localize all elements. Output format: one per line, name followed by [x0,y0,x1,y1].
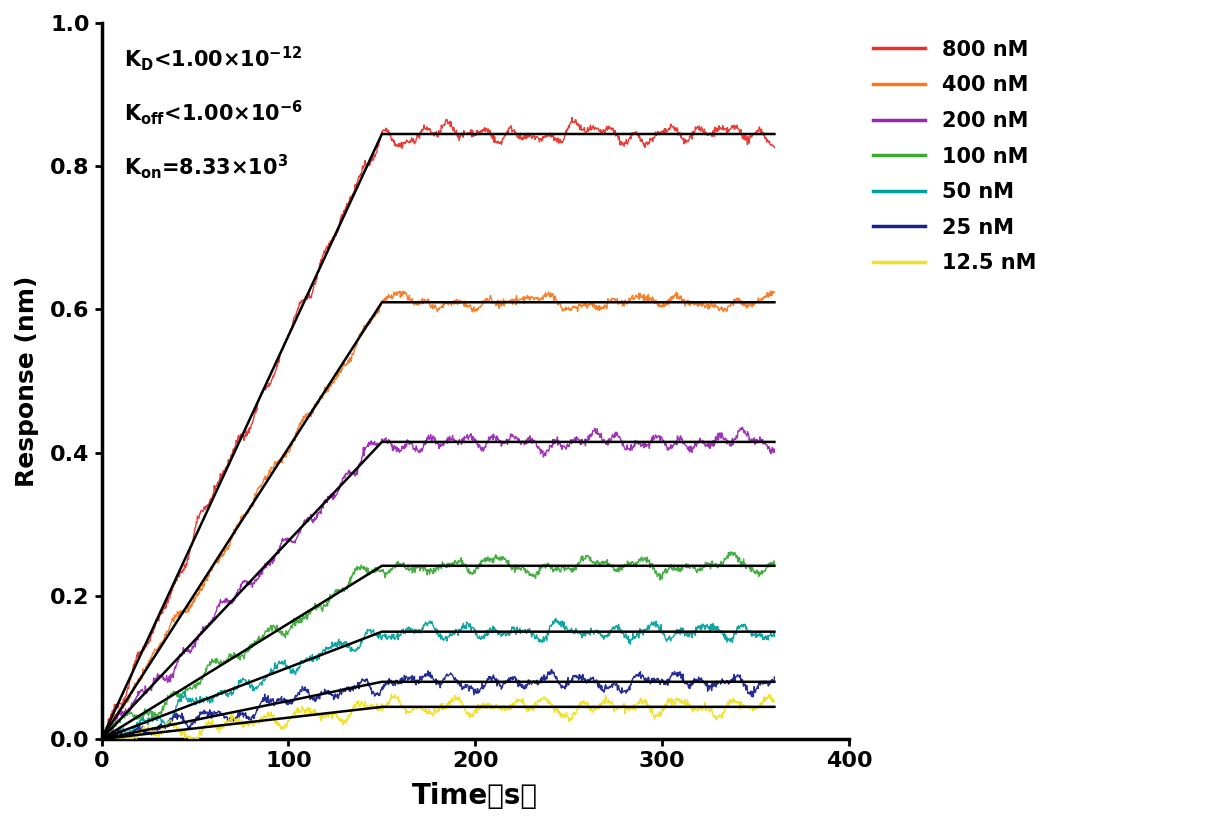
Text: K$_{\mathregular{on}}$=8.33×10$^{\mathregular{3}}$: K$_{\mathregular{on}}$=8.33×10$^{\mathre… [124,152,289,181]
Text: K$_{\mathregular{D}}$<1.00×10$^{\mathregular{-12}}$: K$_{\mathregular{D}}$<1.00×10$^{\mathreg… [124,45,302,73]
Legend: 800 nM, 400 nM, 200 nM, 100 nM, 50 nM, 25 nM, 12.5 nM: 800 nM, 400 nM, 200 nM, 100 nM, 50 nM, 2… [867,34,1043,280]
X-axis label: Time（s）: Time（s） [413,782,538,810]
Y-axis label: Response (nm): Response (nm) [15,276,39,487]
Text: K$_{\mathregular{off}}$<1.00×10$^{\mathregular{-6}}$: K$_{\mathregular{off}}$<1.00×10$^{\mathr… [124,98,303,127]
